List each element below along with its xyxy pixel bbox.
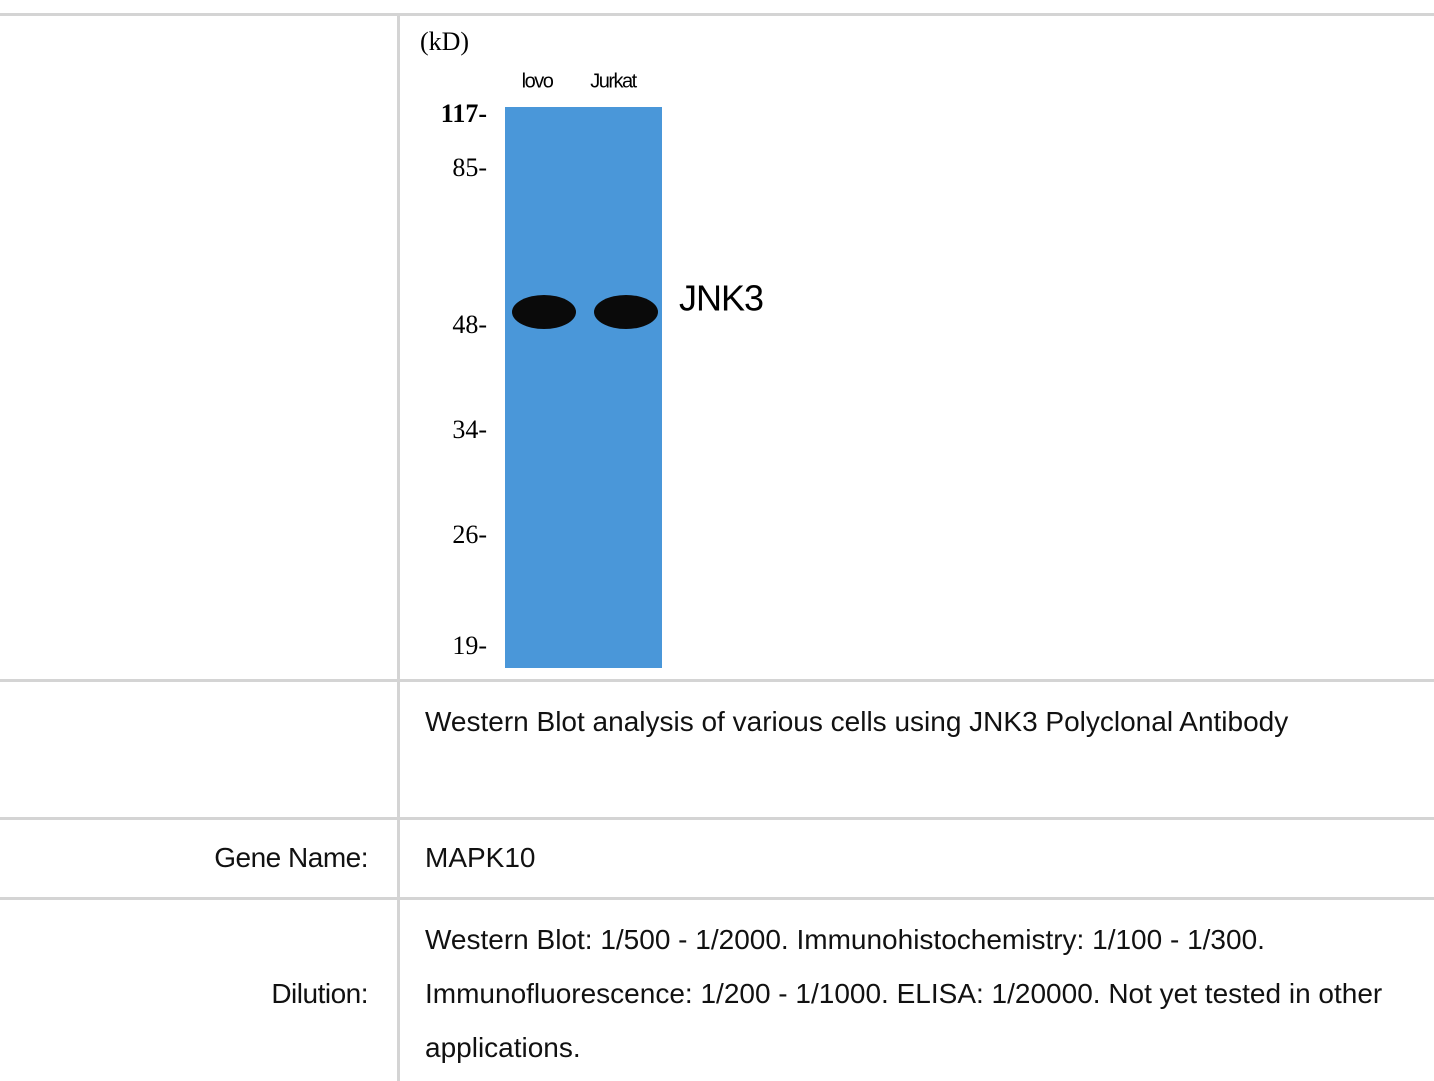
row-label: Gene Name: — [214, 842, 368, 873]
row-border — [0, 679, 1434, 682]
band — [594, 295, 658, 329]
column-border — [397, 14, 400, 1081]
marker-label: 85- — [452, 153, 487, 182]
band-label: JNK3 — [679, 278, 763, 319]
membrane — [505, 107, 662, 668]
band — [512, 295, 576, 329]
marker-label: 48- — [452, 310, 487, 339]
lane-label: Jurkat — [590, 70, 637, 92]
row-border — [0, 897, 1434, 900]
marker-label: 26- — [452, 520, 487, 549]
marker-label: 117- — [441, 99, 487, 128]
lane-label: lovo — [522, 70, 554, 92]
row-value: MAPK10 — [425, 842, 536, 873]
western-blot-image: (kD) lovo Jurkat 117- 85- 48- 34- 26- 19… — [420, 27, 764, 668]
marker-label: 19- — [452, 631, 487, 660]
row-label: Dilution: — [271, 978, 368, 1009]
row-value: Western Blot: 1/500 - 1/2000. Immunohist… — [425, 924, 1383, 1063]
row-border — [0, 13, 1434, 16]
unit-label: (kD) — [420, 27, 469, 56]
marker-label: 34- — [452, 415, 487, 444]
row-border — [0, 817, 1434, 820]
caption: Western Blot analysis of various cells u… — [425, 706, 1289, 737]
